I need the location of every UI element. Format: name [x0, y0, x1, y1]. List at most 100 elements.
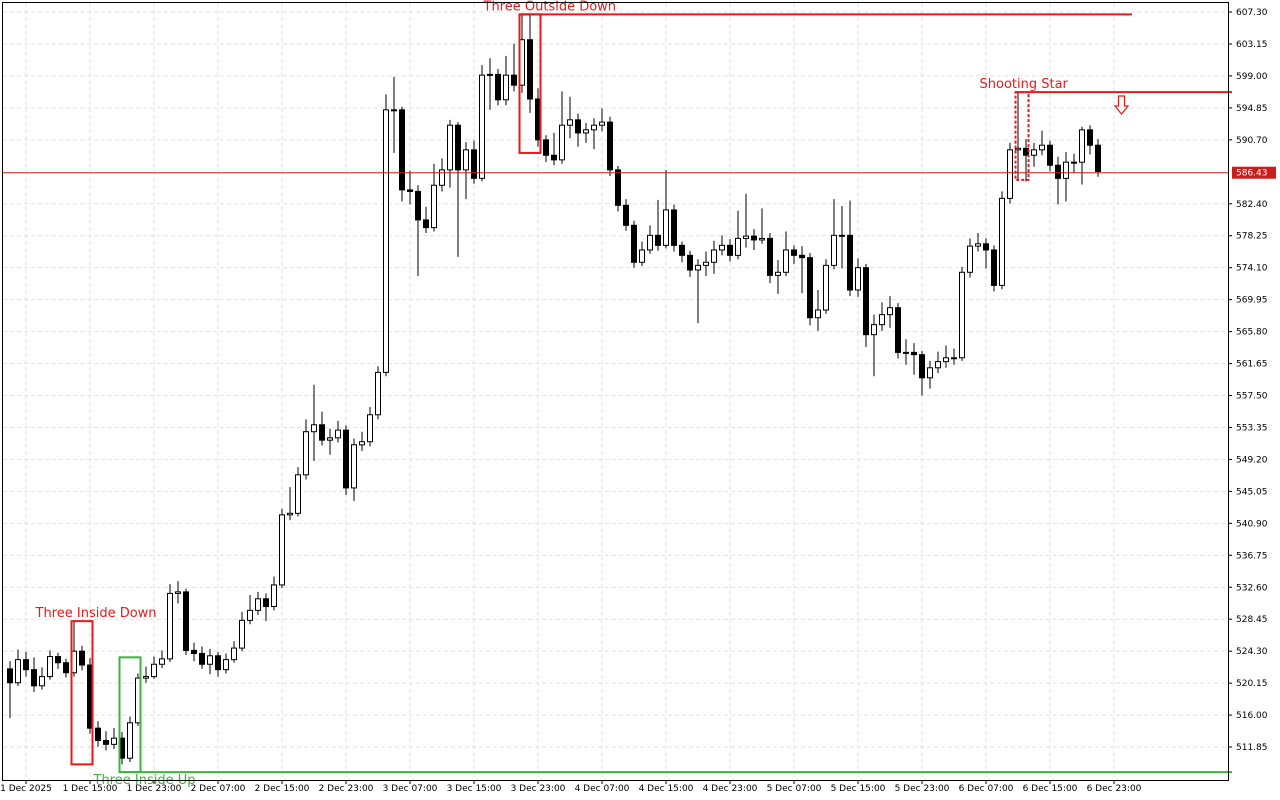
- x-tick-label: 1 Dec 15:00: [63, 784, 118, 794]
- plot-frame: [2, 2, 1229, 781]
- y-tick-label: 565.80: [1236, 328, 1268, 338]
- candle-body: [255, 598, 261, 611]
- candle-body: [839, 234, 845, 237]
- candle-body: [415, 190, 421, 221]
- x-tick-label: 5 Dec 07:00: [767, 784, 822, 794]
- candle-body: [759, 237, 765, 241]
- x-tick-label: 5 Dec 23:00: [895, 784, 950, 794]
- price-label: 586.43: [1236, 169, 1268, 179]
- candle-body: [671, 209, 677, 246]
- candle-body: [679, 244, 685, 256]
- candle-body: [1087, 129, 1093, 146]
- y-tick-label: 549.20: [1236, 455, 1268, 465]
- candle-body: [919, 354, 925, 379]
- x-tick-label: 6 Dec 15:00: [1023, 784, 1078, 794]
- candle-body: [879, 314, 885, 326]
- candle-body: [767, 237, 773, 276]
- candle-body: [215, 655, 221, 671]
- x-tick-label: 3 Dec 07:00: [383, 784, 438, 794]
- candle-body: [239, 619, 245, 649]
- candle-body: [375, 371, 381, 416]
- candle-body: [815, 309, 821, 319]
- candle-body: [191, 649, 197, 654]
- candle-body: [351, 444, 357, 489]
- x-tick-label: 1 Dec 23:00: [127, 784, 182, 794]
- candle-body: [423, 219, 429, 229]
- candle-body: [1079, 129, 1085, 163]
- pattern-label: Shooting Star: [980, 77, 1069, 92]
- candle-body: [559, 124, 565, 161]
- candle-body: [743, 235, 749, 239]
- candle-body: [935, 361, 941, 369]
- candle-body: [103, 739, 109, 745]
- candle-body: [311, 424, 317, 433]
- candle-body: [199, 652, 205, 665]
- candle-body: [575, 119, 581, 134]
- candle-body: [687, 254, 693, 271]
- candle-body: [1031, 149, 1037, 156]
- candle-body: [831, 234, 837, 266]
- candle-body: [407, 189, 413, 192]
- candle-body: [455, 124, 461, 171]
- y-tick-label: 532.60: [1236, 583, 1268, 593]
- candle-body: [143, 676, 149, 679]
- candle-body: [591, 124, 597, 131]
- x-tick-label: 2 Dec 23:00: [319, 784, 374, 794]
- candle-body: [95, 727, 101, 741]
- candle-body: [951, 357, 957, 360]
- x-tick-label: 2 Dec 07:00: [191, 784, 246, 794]
- candle-body: [911, 351, 917, 356]
- candle-body: [895, 307, 901, 353]
- candle-body: [111, 737, 117, 745]
- y-tick-label: 578.25: [1236, 232, 1268, 242]
- y-tick-label: 590.70: [1236, 136, 1268, 146]
- x-tick-label: 4 Dec 23:00: [703, 784, 758, 794]
- candle-body: [383, 109, 389, 373]
- candle-body: [391, 109, 397, 112]
- candle-body: [359, 441, 365, 446]
- candle-body: [527, 39, 533, 100]
- x-tick-label: 2 Dec 15:00: [255, 784, 310, 794]
- candle-body: [127, 722, 133, 759]
- grid: [3, 3, 1228, 780]
- candle-body: [959, 271, 965, 359]
- candle-body: [279, 514, 285, 586]
- candle-body: [567, 119, 573, 126]
- candle-body: [247, 609, 253, 621]
- candle-body: [183, 591, 189, 651]
- x-tick-label: 3 Dec 15:00: [447, 784, 502, 794]
- candle-body: [607, 121, 613, 171]
- y-tick-label: 528.45: [1236, 615, 1268, 625]
- candle-body: [943, 357, 949, 363]
- pattern-box: [70, 620, 94, 766]
- candle-body: [783, 249, 789, 273]
- candle-body: [7, 668, 13, 684]
- candle-body: [439, 169, 445, 186]
- candle-body: [967, 245, 973, 273]
- candle-body: [1095, 144, 1101, 172]
- candle-body: [159, 658, 165, 665]
- candle-body: [231, 647, 237, 661]
- candle-body: [903, 351, 909, 354]
- candle-body: [335, 429, 341, 439]
- candle-body: [615, 169, 621, 206]
- x-tick-label: 3 Dec 23:00: [511, 784, 566, 794]
- candle-body: [927, 367, 933, 379]
- x-tick-label: 4 Dec 07:00: [575, 784, 630, 794]
- candle-body: [175, 591, 181, 594]
- candle-body: [223, 659, 229, 671]
- candle-body: [983, 243, 989, 251]
- candle-body: [151, 663, 157, 678]
- candle-body: [799, 254, 805, 259]
- y-tick-label: 594.85: [1236, 104, 1268, 114]
- candle-body: [263, 598, 269, 608]
- y-tick-label: 540.90: [1236, 519, 1268, 529]
- candle-body: [1047, 144, 1053, 166]
- y-tick-label: 603.15: [1236, 40, 1268, 50]
- x-tick-label: 6 Dec 07:00: [959, 784, 1014, 794]
- candle-body: [551, 154, 557, 161]
- candle-body: [399, 109, 405, 191]
- candle-body: [887, 307, 893, 316]
